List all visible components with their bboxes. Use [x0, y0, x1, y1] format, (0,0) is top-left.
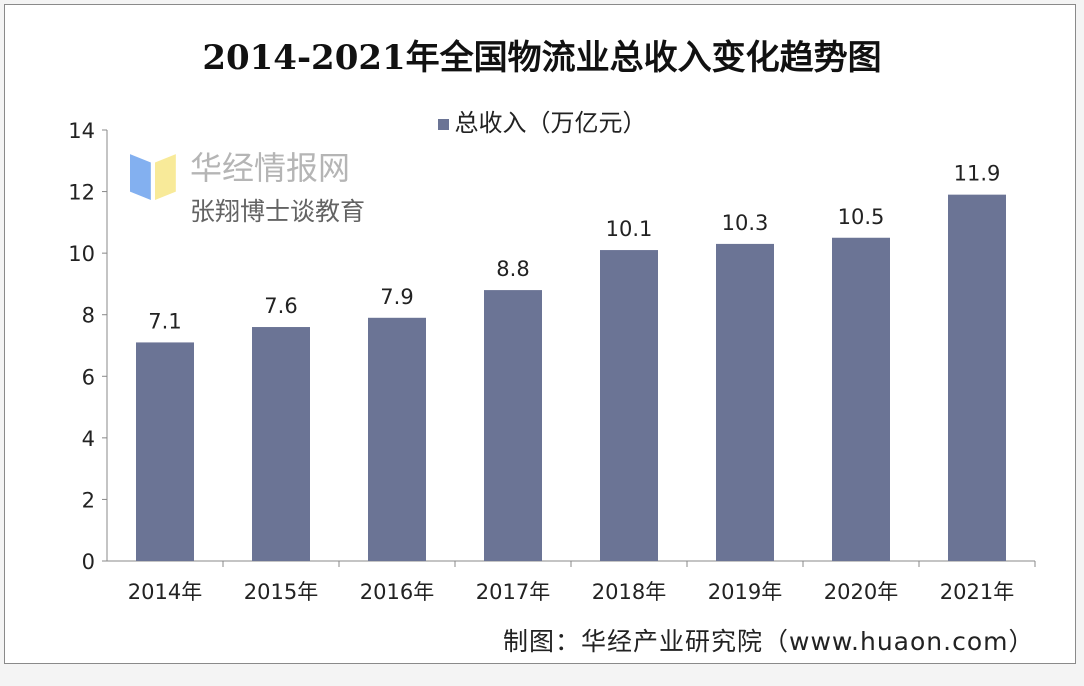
data-label: 10.1	[606, 217, 653, 241]
data-label: 7.9	[380, 285, 413, 309]
y-tick-label: 4	[82, 427, 95, 451]
bar	[368, 317, 426, 561]
legend-label: 总收入（万亿元）	[454, 109, 647, 137]
x-tick-label: 2016年	[360, 580, 434, 604]
bar	[832, 237, 890, 561]
y-tick-label: 2	[82, 488, 95, 512]
bar	[252, 327, 310, 561]
y-tick-label: 14	[68, 119, 95, 143]
watermark-logo	[130, 154, 176, 200]
x-tick-label: 2019年	[708, 580, 782, 604]
data-label: 10.3	[722, 211, 769, 235]
y-tick-label: 10	[68, 242, 95, 266]
data-label: 8.8	[496, 257, 529, 281]
x-tick-label: 2015年	[244, 580, 318, 604]
x-tick-label: 2017年	[476, 580, 550, 604]
x-tick-label: 2018年	[592, 580, 666, 604]
source-note: 制图：华经产业研究院（www.huaon.com）	[503, 627, 1035, 656]
y-tick-label: 8	[82, 304, 95, 328]
watermark-site: 华经情报网	[190, 149, 351, 187]
chart-title: 2014-2021年全国物流业总收入变化趋势图	[202, 38, 882, 78]
data-label: 11.9	[954, 162, 1001, 186]
data-label: 10.5	[838, 205, 885, 229]
bar	[600, 250, 658, 562]
data-label: 7.6	[264, 294, 297, 318]
x-tick-label: 2014年	[128, 580, 202, 604]
y-tick-label: 12	[68, 181, 95, 205]
legend-swatch	[437, 118, 449, 130]
data-label: 7.1	[148, 309, 181, 333]
bar	[716, 243, 774, 561]
x-tick-label: 2020年	[824, 580, 898, 604]
legend: 总收入（万亿元）	[0, 103, 1084, 138]
bar	[484, 290, 542, 561]
y-tick-label: 6	[82, 365, 95, 389]
bar	[948, 194, 1006, 561]
watermark-account: 张翔博士谈教育	[190, 197, 366, 226]
x-tick-label: 2021年	[940, 580, 1014, 604]
y-tick-label: 0	[82, 550, 95, 574]
bar	[136, 342, 194, 561]
